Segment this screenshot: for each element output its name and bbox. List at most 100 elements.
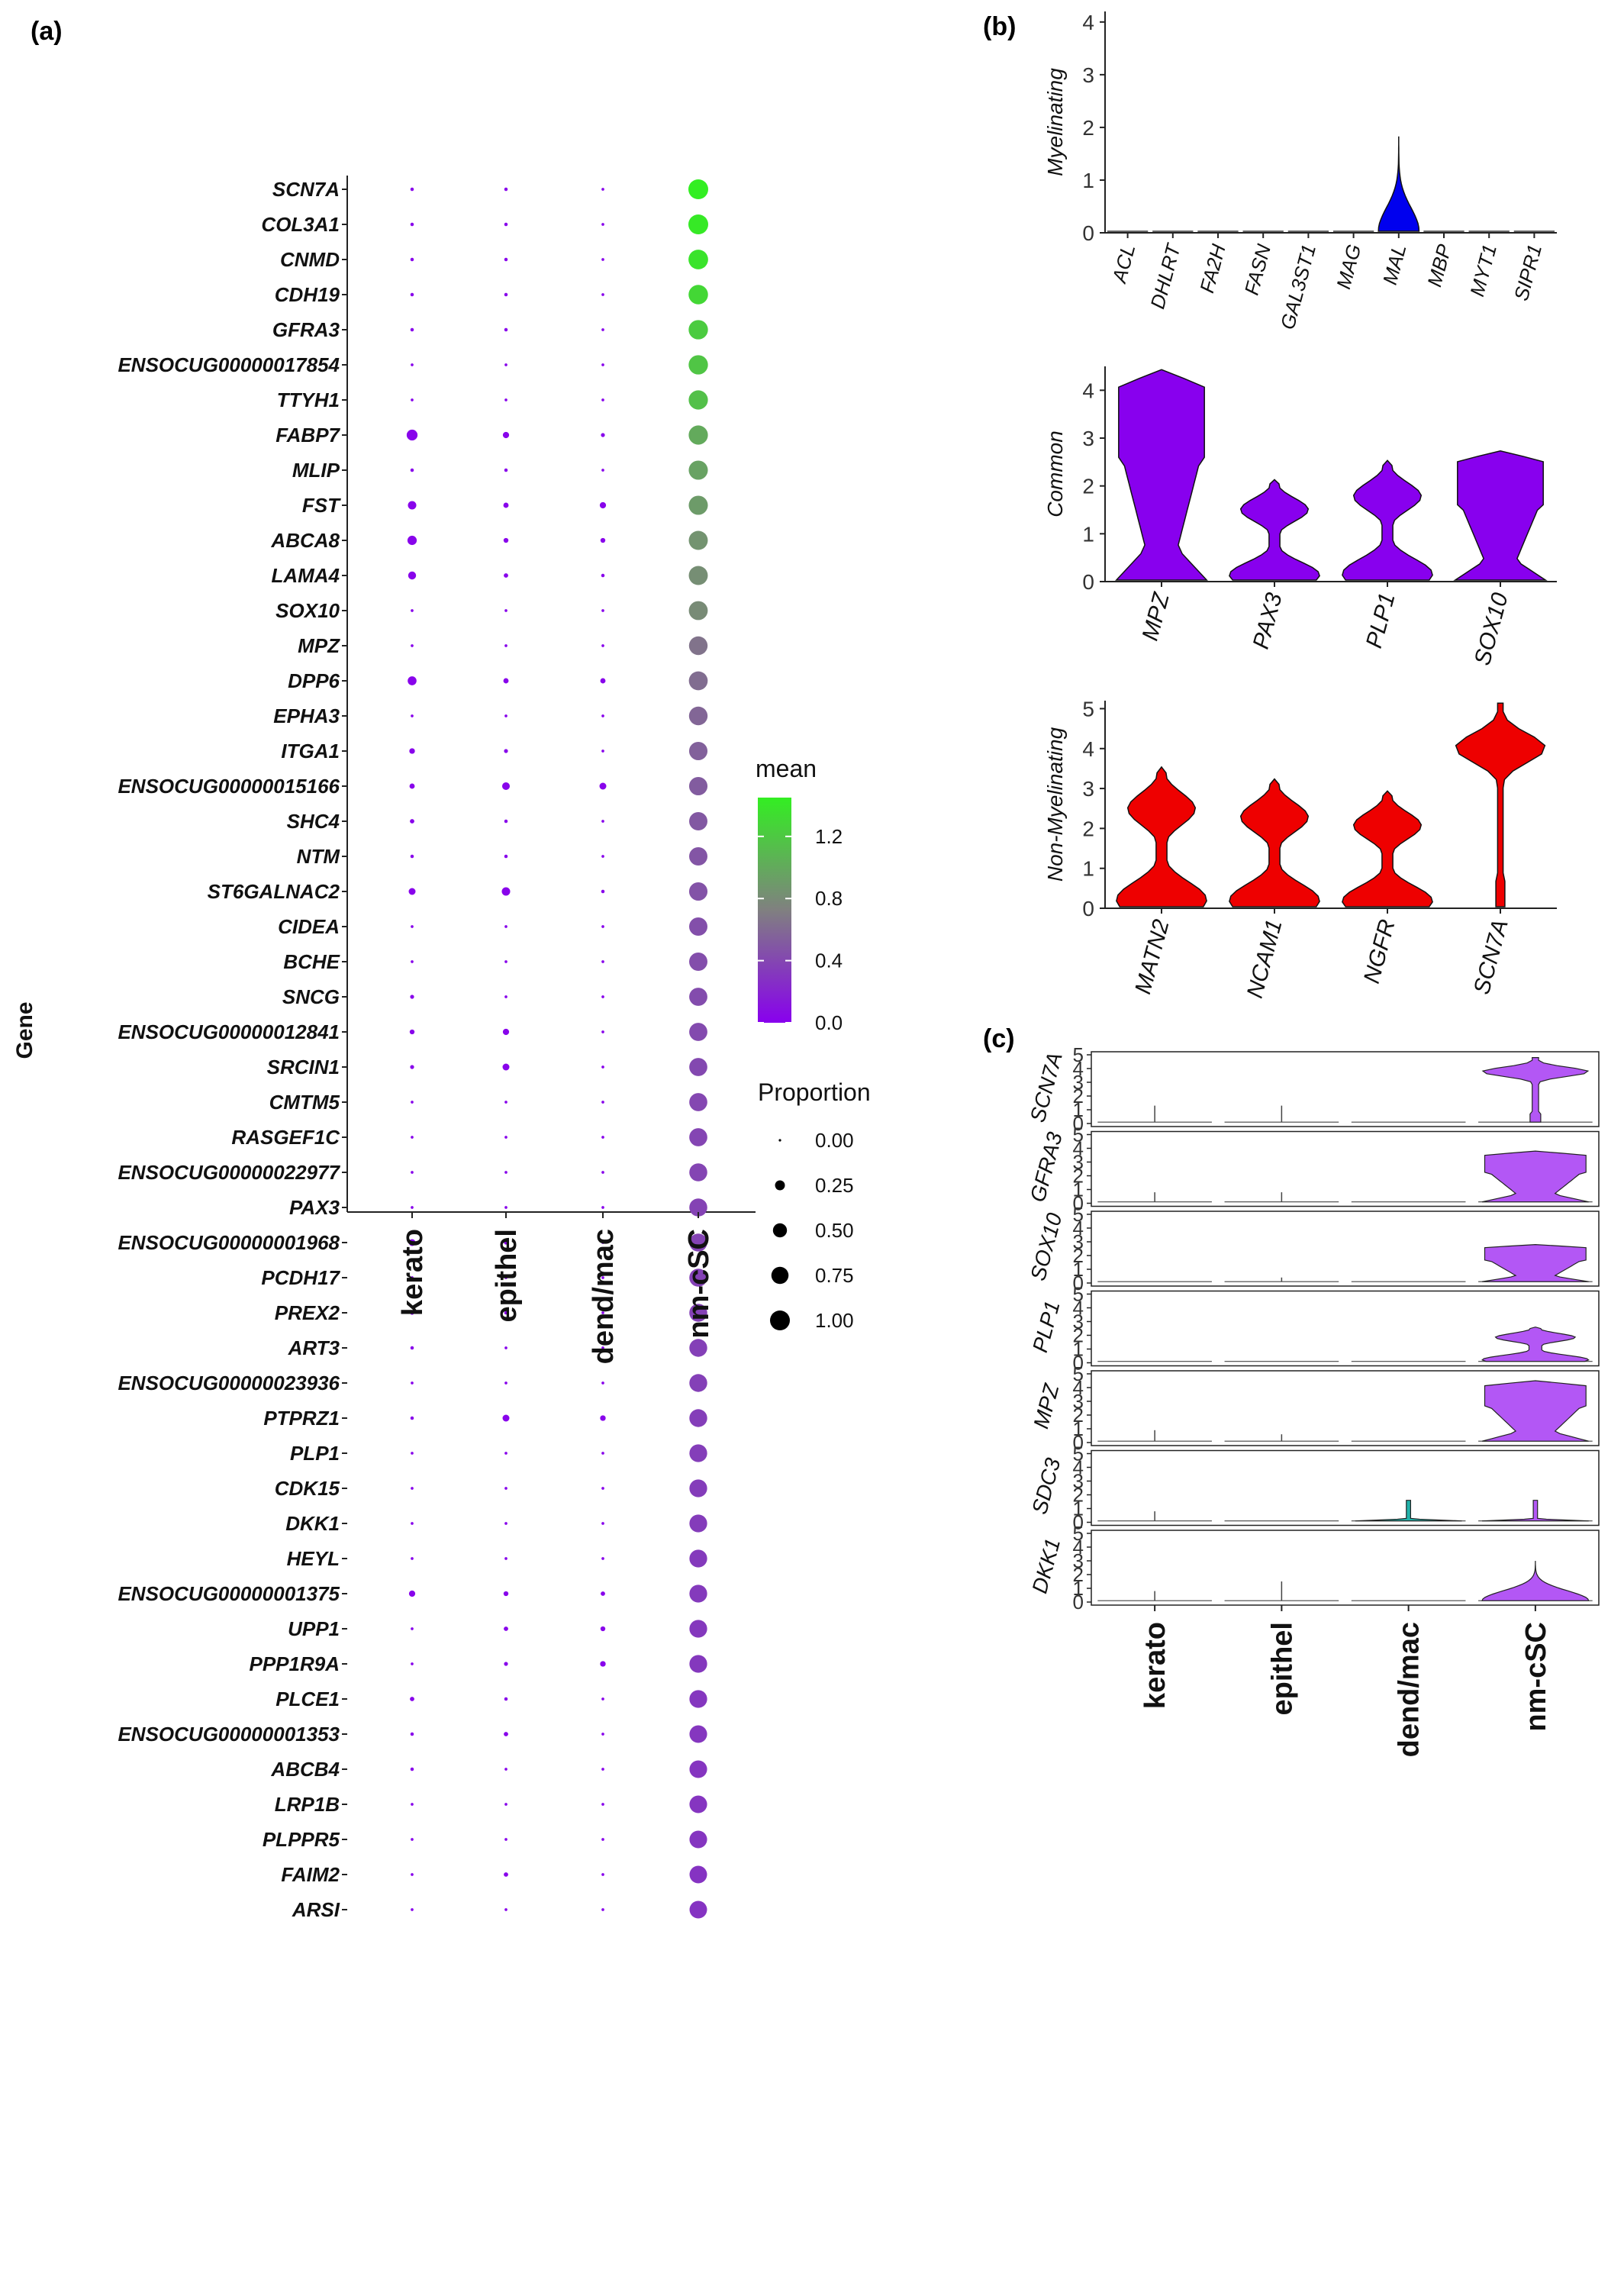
proportion-key-label: 0.75 (815, 1264, 854, 1287)
x-label-mpz: MPZ (1137, 589, 1174, 643)
dot-st6galnac2-dend-mac (601, 889, 605, 894)
mean-legend: mean 1.2 0.8 0.4 0.0 (756, 755, 843, 1034)
row-frame (1091, 1290, 1600, 1367)
gene-label-ensocug00000001968: ENSOCUG00000001968 (118, 1231, 340, 1254)
y-tick-label: 2 (1073, 1484, 1084, 1507)
dot-abca8-nm-csc (688, 530, 708, 550)
dot-abcb4-epithel (504, 1768, 508, 1771)
dot-cmtm5-kerato (411, 1101, 414, 1104)
gene-label-fst: FST (302, 494, 341, 517)
dot-pcdh17-kerato (411, 1276, 414, 1279)
dot-dkk1-nm-csc (689, 1514, 707, 1533)
panel-label-b: (b) (983, 12, 1016, 41)
x-label-plp1: PLP1 (1361, 590, 1400, 650)
y-tick-label: 4 (1073, 1376, 1084, 1399)
dot-cidea-nm-csc (689, 917, 707, 936)
gene-label-abca8: ABCA8 (270, 529, 340, 552)
y-tick-label: 0 (1073, 1112, 1084, 1135)
dot-ensocug00000023936-kerato (411, 1381, 414, 1385)
mean-tick-label: 0.4 (815, 949, 843, 972)
dot-plp1-nm-csc (689, 1444, 707, 1462)
mean-tick-label: 0.8 (815, 887, 843, 910)
dot-cnmd-dend-mac (601, 258, 604, 261)
proportion-legend: Proportion 0.00 0.25 0.50 0.75 1.00 (758, 1078, 871, 1332)
dot-mlip-kerato (410, 468, 414, 472)
dot-plce1-nm-csc (689, 1690, 707, 1708)
dot-srcin1-epithel (502, 1063, 510, 1071)
y-tick-label: 5 (1082, 697, 1094, 721)
dot-rasgef1c-kerato (411, 1136, 414, 1139)
dot-ensocug00000023936-nm-csc (689, 1374, 707, 1392)
dot-cidea-epithel (504, 925, 508, 928)
dot-st6galnac2-nm-csc (688, 882, 708, 901)
gene-label-ensocug00000001353: ENSOCUG00000001353 (118, 1723, 340, 1746)
dot-itga1-nm-csc (688, 741, 708, 761)
dot-st6galnac2-epithel (501, 887, 511, 896)
y-tick-label: 4 (1073, 1297, 1084, 1320)
gene-label-pax3: PAX3 (289, 1196, 340, 1219)
dot-mpz-dend-mac (601, 644, 604, 647)
y-tick-label: 5 (1073, 1443, 1084, 1465)
y-tick-label: 0 (1073, 1591, 1084, 1614)
y-tick-label: 0 (1082, 897, 1094, 920)
gene-label-bche: BCHE (283, 950, 340, 973)
dot-dkk1-epithel (504, 1522, 508, 1525)
dot-sncg-dend-mac (601, 995, 604, 998)
dot-plce1-kerato (410, 1697, 414, 1701)
row-gene-label: SOX10 (1026, 1211, 1066, 1284)
violin-gfra3-nm-csc (1481, 1150, 1589, 1203)
dot-fst-dend-mac (599, 501, 607, 509)
dot-ensocug00000015166-nm-csc (688, 776, 708, 796)
dot-upp1-nm-csc (689, 1620, 707, 1638)
violin-plp1-nm-csc (1481, 1327, 1590, 1362)
dot-ensocug00000015166-dend-mac (599, 782, 607, 790)
dot-plot: Gene SCN7A COL3A1 CNMD CDH19 GFRA3 ENSOCUG000… (12, 176, 756, 1921)
c-category-label-kerato: kerato (1139, 1622, 1171, 1709)
dot-mlip-nm-csc (688, 460, 708, 480)
gene-label-prex2: PREX2 (275, 1301, 340, 1324)
panel-label-c: (c) (983, 1024, 1015, 1053)
dot-scn7a-epithel (504, 187, 508, 192)
category-label-kerato: kerato (397, 1229, 429, 1316)
gene-label-cidea: CIDEA (278, 915, 340, 938)
category-label-epithel: epithel (491, 1229, 523, 1322)
dot-plce1-dend-mac (601, 1697, 604, 1701)
proportion-key-dot (770, 1310, 790, 1330)
dot-ptprz1-nm-csc (689, 1409, 707, 1427)
y-tick-label: 1 (1073, 1338, 1084, 1361)
gene-label-itga1: ITGA1 (281, 740, 340, 762)
dot-srcin1-dend-mac (601, 1065, 604, 1069)
dot-bche-dend-mac (601, 960, 604, 963)
y-tick-label: 1 (1073, 1258, 1084, 1281)
dot-ensocug00000022977-nm-csc (689, 1163, 707, 1182)
y-axis-title: Non-Myelinating (1043, 727, 1067, 882)
mean-color-bar (758, 798, 791, 1023)
gene-label-heyl: HEYL (287, 1547, 340, 1570)
x-label-dhlrt: DHLRT (1146, 240, 1185, 311)
dot-upp1-kerato (411, 1627, 414, 1630)
x-label-sox10: SOX10 (1470, 590, 1513, 668)
dot-sncg-epithel (504, 995, 508, 998)
dot-scn7a-dend-mac (601, 188, 604, 191)
y-tick-label: 1 (1073, 1577, 1084, 1600)
x-label-mal: MAL (1378, 242, 1411, 287)
violin-dkk1-nm-csc (1481, 1560, 1590, 1601)
mean-legend-title: mean (756, 755, 817, 782)
y-tick-label: 1 (1082, 169, 1094, 192)
dot-fabp7-nm-csc (688, 425, 708, 445)
dot-gfra3-nm-csc (688, 320, 708, 340)
dot-ensocug00000017854-dend-mac (601, 363, 604, 366)
category-labels: kerato epithel dend/mac nm-cSC (397, 1212, 715, 1364)
dot-ntm-nm-csc (689, 847, 707, 866)
gene-label-art3: ART3 (288, 1336, 340, 1359)
gene-label-scn7a: SCN7A (272, 178, 340, 201)
y-tick-label: 2 (1073, 1324, 1084, 1347)
dot-shc4-nm-csc (689, 812, 707, 830)
dot-ensocug00000001353-nm-csc (689, 1725, 707, 1743)
dot-cmtm5-dend-mac (601, 1101, 604, 1104)
